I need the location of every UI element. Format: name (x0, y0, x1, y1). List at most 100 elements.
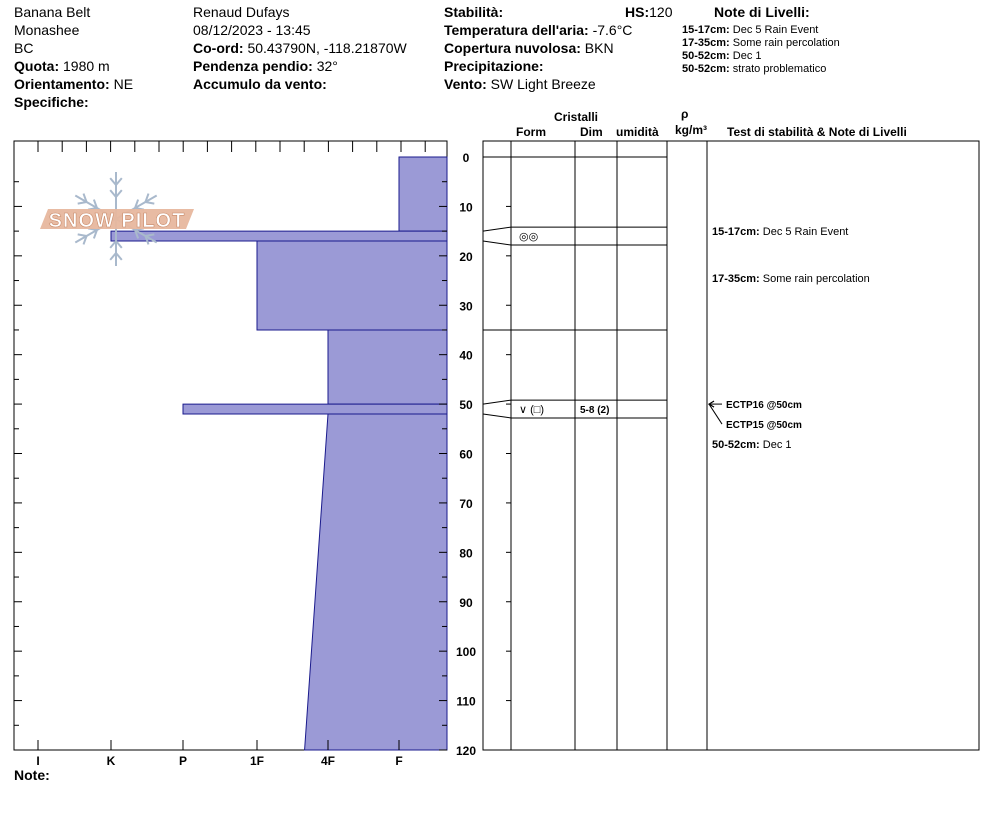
depth-label: 80 (459, 546, 473, 560)
depth-label: 10 (459, 200, 473, 214)
specifics-label: Specifiche: (14, 94, 89, 110)
snowflake-branch (144, 235, 150, 245)
wind-loading-label: Accumulo da vento: (193, 76, 327, 92)
hardness-label: F (395, 754, 402, 768)
layer-note: 50-52cm: Dec 1 (712, 439, 792, 451)
hs-value: 120 (649, 4, 673, 20)
elevation-value: 1980 m (63, 58, 110, 74)
slope-value: 32° (316, 58, 338, 74)
slope-label: Pendenza pendio: (193, 58, 313, 74)
logo-banner (40, 209, 194, 229)
snowflake-branch (82, 193, 88, 203)
snowflake-branch (77, 233, 87, 237)
layer-note-text: Dec 1 (763, 439, 792, 451)
coord-value: 50.43790N, -118.21870W (247, 40, 407, 56)
snowflake-branch (77, 201, 87, 205)
elevation-label: Quota: (14, 58, 60, 74)
wind-label: Vento: (444, 76, 487, 92)
layer-note-item: 15-17cm: Dec 5 Rain Event (682, 24, 819, 36)
wind-value: SW Light Breeze (490, 76, 596, 92)
sky-label: Copertura nuvolosa: (444, 40, 581, 56)
wind-row: Vento: SW Light Breeze (444, 75, 596, 93)
layer-table: ◎◎ ∨ (□) 5-8 (2) ECTP16 @50cm ECTP15 @50cm 15… (482, 140, 980, 751)
snowflake-branch (115, 189, 123, 198)
depth-label: 0 (463, 151, 470, 165)
notes-label: Note: (14, 767, 50, 783)
snowflake-branch (134, 229, 140, 239)
hardness-bar (327, 329, 448, 405)
snowflake-branch (109, 177, 117, 186)
rho-header: ρ (681, 107, 689, 121)
hardness-label: I (36, 754, 39, 768)
layer-boundary (482, 413, 667, 419)
hardness-plot: I K P 1F 4F F (13, 140, 448, 768)
hardness-label: K (107, 754, 116, 768)
site-name: Banana Belt (14, 4, 91, 20)
air-temp-value: -7.6°C (592, 22, 633, 38)
depth-label: 40 (459, 349, 473, 363)
depth-label: 50 (459, 398, 473, 412)
snowflake-branch (145, 201, 155, 205)
aspect-label: Orientamento: (14, 76, 110, 92)
logo-text: SNOW PILOT (49, 210, 186, 232)
layer-note: 15-17cm: Dec 5 Rain Event (712, 226, 848, 238)
stability-test: ECTP16 @50cm (726, 400, 802, 411)
hardness-label: 4F (321, 754, 335, 768)
sky-row: Copertura nuvolosa: BKN (444, 39, 614, 57)
test-arrowhead (708, 400, 715, 408)
air-temp-row: Temperatura dell'aria: -7.6°C (444, 21, 632, 39)
hs-label: HS: (625, 4, 650, 20)
snowflake-branch (92, 229, 98, 239)
form-header: Form (516, 125, 546, 139)
depth-label: 90 (459, 596, 473, 610)
snowflake-branch (109, 252, 117, 261)
depth-label: 30 (459, 299, 473, 313)
snowflake-branch (145, 233, 155, 237)
hardness-bar (398, 156, 448, 232)
stability-test: ECTP15 @50cm (726, 420, 802, 431)
observation-datetime: 08/12/2023 - 13:45 (193, 22, 311, 38)
layer-note-text: Some rain percolation (763, 273, 870, 285)
depth-label: 60 (459, 448, 473, 462)
layer-note-range: 17-35cm: (712, 273, 763, 285)
site-region: BC (14, 40, 34, 56)
snowflake-branch (115, 177, 123, 186)
crystals-header: Cristalli (554, 110, 599, 124)
snowflake-branch (92, 199, 98, 209)
snowpilot-logo: SNOW PILOT (40, 172, 194, 266)
depth-label: 110 (456, 695, 476, 709)
layer-note-item: 50-52cm: strato problematico (682, 63, 827, 75)
slope-row: Pendenza pendio: 32° (193, 57, 338, 75)
test-arrow (708, 403, 723, 425)
hardness-bar (256, 240, 448, 331)
depth-label: 20 (459, 250, 473, 264)
precip-label: Precipitazione: (444, 58, 544, 74)
hardness-bar (182, 403, 448, 415)
stability-label: Stabilità: (444, 4, 504, 20)
snowflake-branch (144, 193, 150, 203)
layer-note-range: 15-17cm: (712, 226, 763, 238)
dim-header: Dim (580, 125, 603, 139)
observer-name: Renaud Dufays (193, 4, 290, 20)
aspect-row: Orientamento: NE (14, 75, 133, 93)
layer-note-text: Dec 5 Rain Event (763, 226, 849, 238)
tests-notes-header: Test di stabilità & Note di Livelli (727, 125, 907, 139)
layer-boundary (482, 226, 667, 232)
crystal-form: ◎◎ (519, 231, 538, 243)
snowflake-branch (115, 252, 123, 261)
layer-note: 17-35cm: Some rain percolation (712, 273, 870, 285)
hardness-bar (110, 230, 448, 242)
density-unit-header: kg/m³ (675, 123, 708, 137)
site-range: Monashee (14, 22, 80, 38)
layer-boundary (482, 399, 667, 405)
depth-axis: 0 10 20 30 40 50 60 70 80 90 100 110 120 (456, 151, 476, 758)
hs-row: HS:120 (625, 3, 672, 21)
depth-label: 70 (459, 497, 473, 511)
depth-label: 120 (456, 744, 476, 758)
snowflake-branch (115, 240, 123, 249)
layer-note-range: 50-52cm: (712, 439, 763, 451)
coord-row: Co-ord: 50.43790N, -118.21870W (193, 39, 407, 57)
layer-notes-title: Note di Livelli: (714, 4, 810, 20)
coord-label: Co-ord: (193, 40, 244, 56)
